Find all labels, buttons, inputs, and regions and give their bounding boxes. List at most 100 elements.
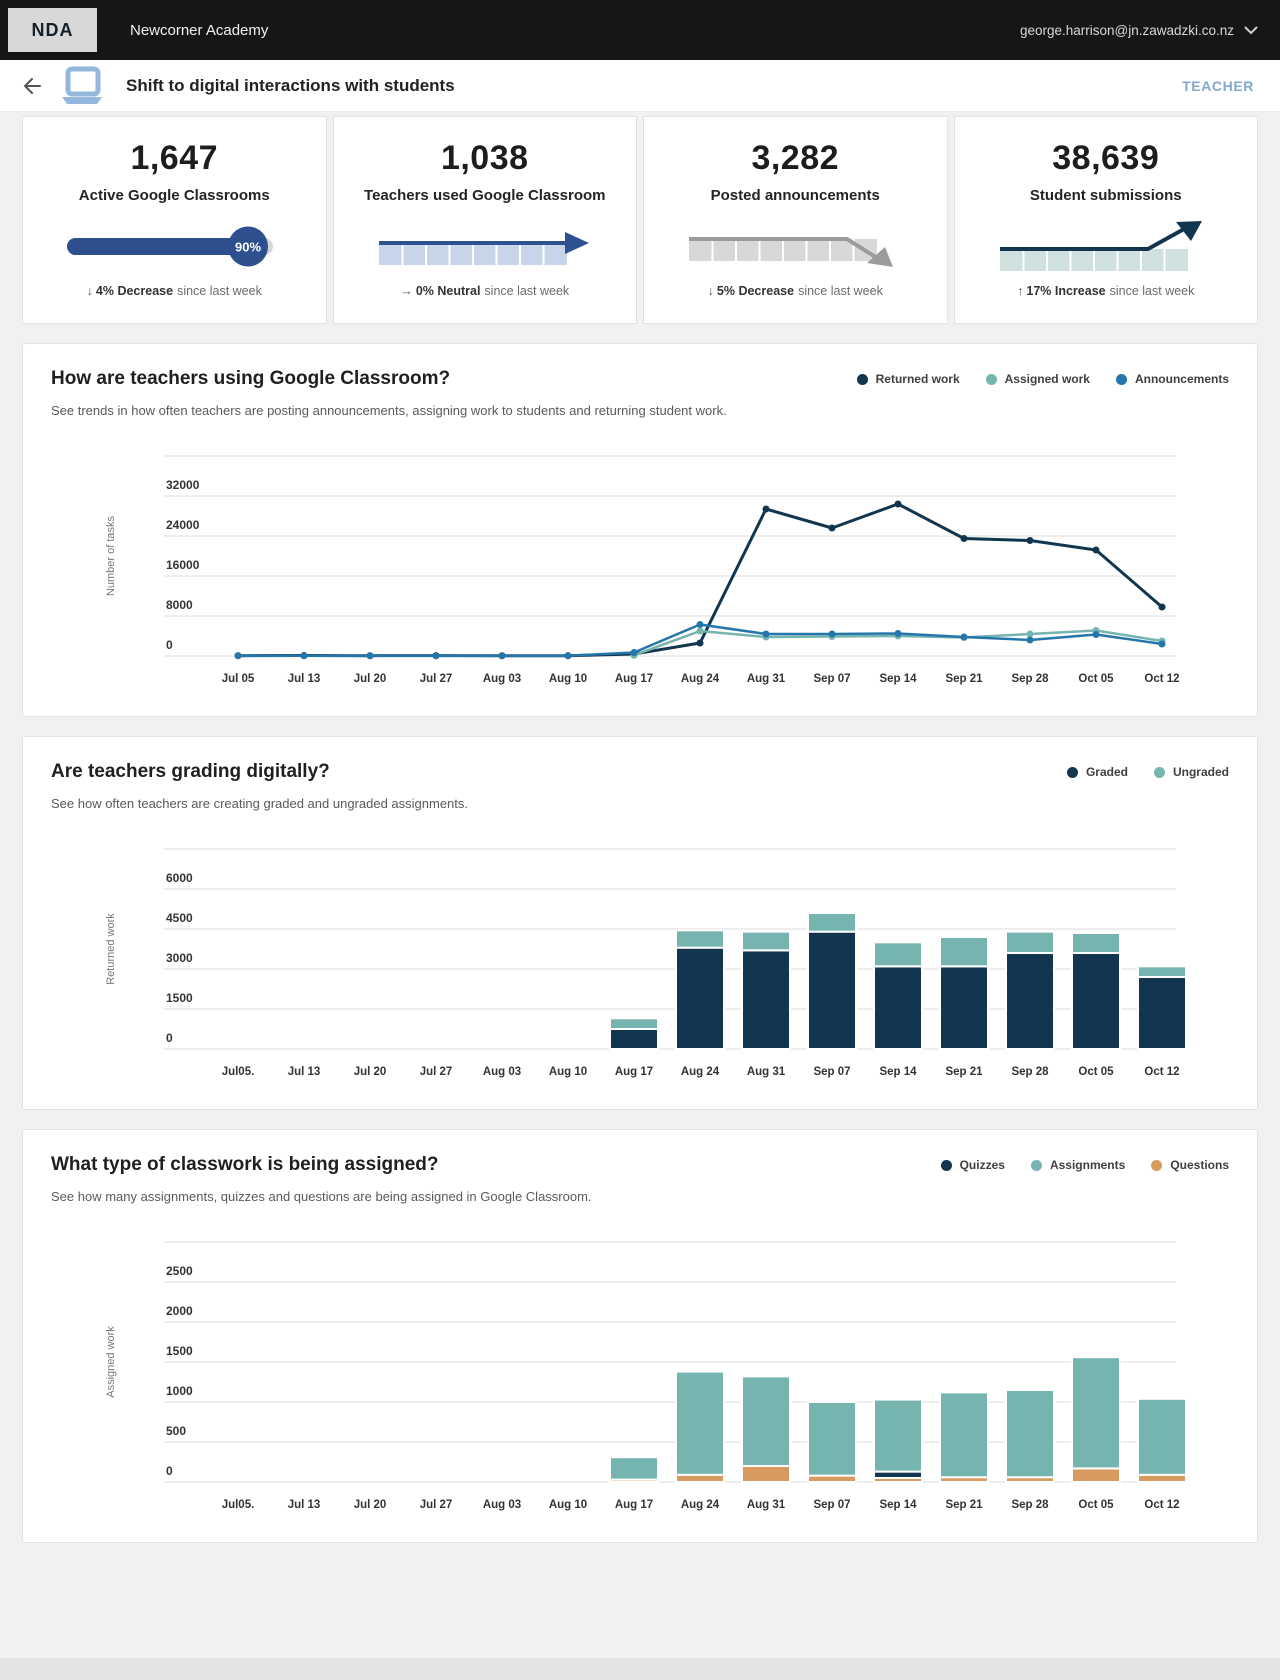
legend-dot-announcements xyxy=(1115,373,1127,385)
chart-title: How are teachers using Google Classroom? xyxy=(51,368,451,389)
stat-delta: ↓ 5% Decrease since last week xyxy=(707,284,883,298)
stats-row: 1,647 Active Google Classrooms 90% ↓ 4% D… xyxy=(22,114,1258,324)
svg-text:Oct 05: Oct 05 xyxy=(1078,1499,1114,1511)
legend-item-assignments[interactable]: Assignments xyxy=(1030,1158,1126,1172)
svg-text:Aug 17: Aug 17 xyxy=(615,1066,653,1078)
chart-title: Are teachers grading digitally? xyxy=(51,761,330,782)
user-menu[interactable]: george.harrison@jn.zawadzki.co.nz xyxy=(1020,23,1258,38)
legend-item-returned-work[interactable]: Returned work xyxy=(856,372,960,386)
svg-text:Aug 31: Aug 31 xyxy=(747,1066,786,1078)
svg-text:Aug 17: Aug 17 xyxy=(615,1499,653,1511)
chevron-down-icon xyxy=(1244,26,1258,34)
progress-value: 90% xyxy=(235,240,261,255)
legend-label: Questions xyxy=(1170,1158,1229,1172)
svg-text:Sep 28: Sep 28 xyxy=(1011,1499,1049,1511)
grading-stacked-bar-chart: 0 1500 3000 4500 6000 Returned work Jul05. Jul … xyxy=(105,848,1187,1078)
up-trend-icon xyxy=(955,218,1258,276)
svg-text:Aug 03: Aug 03 xyxy=(483,1066,521,1078)
chart-subtitle: See how often teachers are creating grad… xyxy=(51,796,468,811)
svg-text:Jul05.: Jul05. xyxy=(222,1066,255,1078)
svg-text:Sep 21: Sep 21 xyxy=(945,1066,983,1078)
down-trend-icon xyxy=(644,218,947,276)
svg-text:Oct 05: Oct 05 xyxy=(1078,1066,1114,1078)
stat-delta: → 0% Neutral since last week xyxy=(400,284,570,298)
svg-text:Aug 31: Aug 31 xyxy=(747,1499,786,1511)
chart-legend: Returned work Assigned work Announcements xyxy=(856,372,1229,386)
legend-label: Ungraded xyxy=(1172,765,1229,779)
svg-text:Sep 14: Sep 14 xyxy=(879,1499,917,1511)
svg-text:Jul 27: Jul 27 xyxy=(420,1499,453,1511)
stat-label: Teachers used Google Classroom xyxy=(364,187,606,204)
svg-text:24000: 24000 xyxy=(166,518,200,532)
svg-text:1500: 1500 xyxy=(166,991,193,1005)
teacher-usage-line-chart: 0 8000 16000 24000 32000 Number of tasks Jul 0… xyxy=(105,455,1180,685)
svg-text:Jul05.: Jul05. xyxy=(222,1499,255,1511)
svg-text:Aug 10: Aug 10 xyxy=(549,1066,587,1078)
legend-label: Returned work xyxy=(875,372,960,386)
svg-text:Jul 20: Jul 20 xyxy=(354,1066,387,1078)
stat-value: 38,639 xyxy=(1052,139,1160,177)
legend-item-assigned-work[interactable]: Assigned work xyxy=(985,372,1090,386)
svg-text:2500: 2500 xyxy=(166,1264,193,1278)
svg-text:2000: 2000 xyxy=(166,1304,193,1318)
legend-dot-ungraded xyxy=(1153,766,1165,778)
legend-item-questions[interactable]: Questions xyxy=(1151,1158,1229,1172)
svg-text:3000: 3000 xyxy=(166,951,193,965)
svg-text:1500: 1500 xyxy=(166,1344,193,1358)
svg-text:Jul 13: Jul 13 xyxy=(288,1499,321,1511)
svg-text:Jul 20: Jul 20 xyxy=(354,1499,387,1511)
topbar: NDA Newcorner Academy george.harrison@jn… xyxy=(0,0,1280,60)
svg-text:Aug 03: Aug 03 xyxy=(483,1499,521,1511)
page-header: Shift to digital interactions with stude… xyxy=(0,60,1280,112)
svg-text:16000: 16000 xyxy=(166,558,200,572)
org-name: Newcorner Academy xyxy=(130,21,269,39)
chart-legend: Graded Ungraded xyxy=(1066,765,1229,779)
svg-text:Jul 13: Jul 13 xyxy=(288,1066,321,1078)
svg-text:Jul 13: Jul 13 xyxy=(288,673,321,685)
svg-text:0: 0 xyxy=(166,1031,173,1045)
svg-text:Number of tasks: Number of tasks xyxy=(105,515,117,596)
legend-label: Assignments xyxy=(1049,1158,1126,1172)
org-logo: NDA xyxy=(8,8,97,52)
svg-text:6000: 6000 xyxy=(166,871,193,885)
svg-text:Oct 12: Oct 12 xyxy=(1144,1499,1179,1511)
svg-text:Aug 03: Aug 03 xyxy=(483,673,521,685)
svg-text:Oct 12: Oct 12 xyxy=(1144,673,1179,685)
svg-text:Sep 14: Sep 14 xyxy=(879,1066,917,1078)
svg-text:32000: 32000 xyxy=(166,478,200,492)
chart-card-grading: Are teachers grading digitally? Graded Un… xyxy=(22,736,1258,1110)
legend-item-ungraded[interactable]: Ungraded xyxy=(1153,765,1229,779)
stat-label: Student submissions xyxy=(1029,187,1182,204)
stat-card-announcements: 3,282 Posted announcements ↓ 5% Decrease s… xyxy=(643,116,948,324)
svg-text:500: 500 xyxy=(166,1424,186,1438)
legend-dot-assignments xyxy=(1030,1159,1042,1171)
back-button[interactable] xyxy=(16,71,46,101)
chart-card-teacher-usage: How are teachers using Google Classroom?… xyxy=(22,343,1258,717)
progress-indicator: 90% xyxy=(23,218,326,276)
svg-text:Aug 10: Aug 10 xyxy=(549,673,587,685)
stat-value: 1,647 xyxy=(130,139,219,177)
svg-text:Sep 28: Sep 28 xyxy=(1011,1066,1049,1078)
svg-text:Sep 21: Sep 21 xyxy=(945,673,983,685)
legend-item-quizzes[interactable]: Quizzes xyxy=(940,1158,1005,1172)
svg-text:Aug 24: Aug 24 xyxy=(681,673,720,685)
svg-text:1000: 1000 xyxy=(166,1384,193,1398)
legend-item-announcements[interactable]: Announcements xyxy=(1115,372,1229,386)
legend-label: Quizzes xyxy=(959,1158,1005,1172)
svg-text:Jul 27: Jul 27 xyxy=(420,673,453,685)
chart-title: What type of classwork is being assigned… xyxy=(51,1154,439,1175)
svg-text:Jul 20: Jul 20 xyxy=(354,673,387,685)
svg-text:4500: 4500 xyxy=(166,911,193,925)
svg-text:Sep 28: Sep 28 xyxy=(1011,673,1049,685)
svg-text:Sep 07: Sep 07 xyxy=(813,1499,850,1511)
svg-text:Sep 07: Sep 07 xyxy=(813,1066,850,1078)
chart-subtitle: See how many assignments, quizzes and qu… xyxy=(51,1189,592,1204)
chart-card-classwork-types: What type of classwork is being assigned… xyxy=(22,1129,1258,1543)
svg-text:8000: 8000 xyxy=(166,598,193,612)
legend-dot-questions xyxy=(1151,1159,1163,1171)
legend-label: Announcements xyxy=(1134,372,1229,386)
page-bottom-strip xyxy=(0,1658,1280,1680)
stat-card-active-classrooms: 1,647 Active Google Classrooms 90% ↓ 4% D… xyxy=(22,116,327,324)
role-toggle[interactable]: TEACHER xyxy=(1182,77,1254,94)
legend-item-graded[interactable]: Graded xyxy=(1066,765,1128,779)
